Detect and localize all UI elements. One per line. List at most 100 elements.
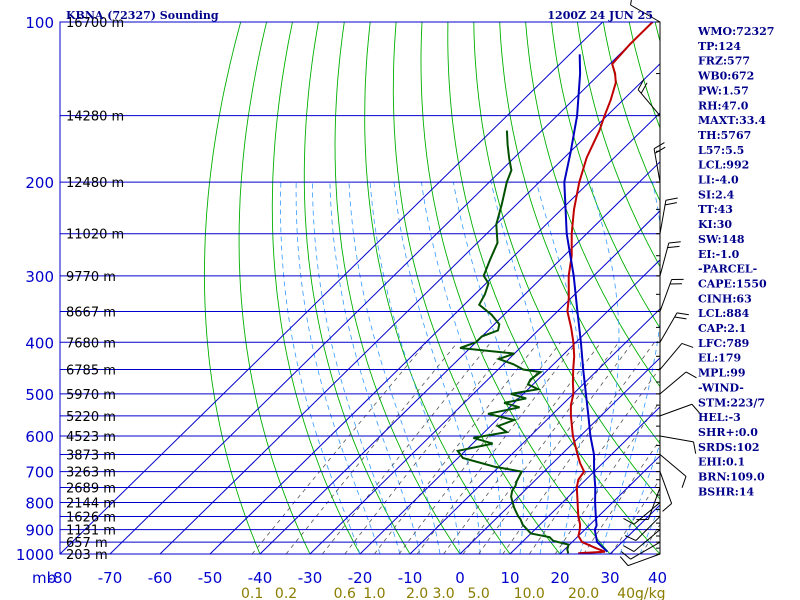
height-label: 2689 m (66, 482, 116, 497)
mixing-ratio-label: 1.0 (363, 586, 385, 600)
sounding-index: CINH:63 (698, 292, 752, 305)
sounding-index: SRDS:102 (698, 441, 760, 454)
temperature-profile (566, 22, 654, 554)
sounding-index: LI:-4.0 (698, 174, 739, 187)
dry-adiabat (364, 22, 511, 554)
pressure-label: 800 (25, 494, 54, 512)
sounding-index: BSHR:14 (698, 485, 754, 498)
wind-barb (659, 342, 694, 370)
pressure-unit-label: mb (32, 569, 56, 587)
wind-barb (620, 541, 661, 560)
pressure-label: 200 (25, 174, 54, 192)
moist-adiabat (295, 182, 381, 554)
dry-adiabat (203, 22, 261, 554)
sounding-index: BRN:109.0 (698, 471, 765, 484)
height-label: 12480 m (66, 176, 124, 191)
sounding-index: CAPE:1550 (698, 277, 767, 290)
sounding-index: HEL:-3 (698, 411, 741, 424)
temperature-tick-label: 20 (550, 569, 569, 587)
moist-adiabat (280, 182, 361, 554)
pressure-label: 400 (25, 334, 54, 352)
height-label: 1626 m (66, 510, 116, 525)
sounding-index: RH:47.0 (698, 99, 749, 112)
isotherm (559, 455, 660, 554)
isotherm (109, 22, 653, 554)
moist-adiabat (312, 182, 401, 554)
mixing-ratio-label: 0.6 (334, 586, 356, 600)
sounding-index: WMO:72327 (697, 25, 774, 38)
dry-adiabat (473, 22, 660, 500)
pressure-label: 900 (25, 522, 54, 540)
sounding-index: -PARCEL- (698, 263, 757, 276)
sounding-index: L57:5.5 (698, 144, 744, 157)
wind-barb (659, 278, 684, 312)
mixing-ratio-label: 10.0 (514, 586, 545, 600)
sounding-index: FRZ:577 (698, 55, 750, 68)
wind-barb (636, 487, 661, 521)
sounding-index: EI:-1.0 (698, 248, 740, 261)
wind-barb (623, 502, 661, 525)
mixing-ratio-line (478, 342, 634, 554)
pressure-label: 500 (25, 386, 54, 404)
pressure-label: 600 (25, 428, 54, 446)
temperature-tick-label: -10 (398, 569, 423, 587)
mixing-ratio-label: 20.0 (568, 586, 599, 600)
height-label: 3873 m (66, 448, 116, 463)
sounding-index: PW:1.57 (698, 84, 749, 97)
moist-adiabat (329, 182, 421, 554)
mixing-ratio-line (374, 342, 539, 554)
wind-barb (659, 371, 697, 395)
mixing-ratio-label: 3.0 (432, 586, 454, 600)
dry-adiabat (392, 22, 561, 554)
dry-adiabat (525, 22, 660, 388)
wind-barb (659, 241, 681, 276)
temperature-tick-label: -30 (298, 569, 323, 587)
mixing-ratio-label: 2.0 (406, 586, 428, 600)
sounding-index: TT:43 (698, 203, 733, 216)
dry-adiabat (271, 22, 361, 554)
height-label: 1131 m (66, 524, 116, 539)
height-label: 3263 m (66, 466, 116, 481)
sounding-index: -WIND- (698, 381, 744, 394)
temperature-tick-label: -60 (148, 569, 173, 587)
sounding-index: TP:124 (698, 40, 741, 53)
dry-adiabat (499, 22, 660, 445)
data-layer (455, 22, 654, 554)
mixing-ratio-label: 40g/kg (617, 586, 665, 600)
mixing-ratio-label: 5.0 (467, 586, 489, 600)
height-label: 16700 m (66, 16, 124, 31)
sounding-index: LCL:992 (698, 159, 749, 172)
dry-adiabat (334, 22, 461, 554)
height-label: 6785 m (66, 364, 116, 379)
sounding-index: SW:148 (698, 233, 745, 246)
pressure-label: 1000 (16, 546, 54, 564)
sounding-index: LFC:789 (698, 337, 749, 350)
dry-adiabat (303, 22, 411, 554)
sounding-index: TH:5767 (698, 129, 751, 142)
mixing-ratio-line (322, 342, 492, 554)
mixing-ratio-line (416, 342, 578, 554)
mixing-ratio-label: 0.2 (275, 586, 297, 600)
isotherm (309, 210, 660, 554)
temperature-tick-label: -50 (198, 569, 223, 587)
height-label: 8667 m (66, 305, 116, 320)
dewpoint-profile (455, 130, 570, 554)
height-label: 5220 m (66, 410, 116, 425)
pressure-label: 700 (25, 464, 54, 482)
isotherm (209, 112, 660, 554)
sounding-index: WB0:672 (697, 70, 754, 83)
dry-adiabat (576, 22, 660, 268)
temperature-tick-label: -70 (98, 569, 123, 587)
wind-barb (637, 78, 661, 117)
moist-adiabat (599, 182, 660, 554)
isotherm (60, 22, 603, 554)
pressure-label: 300 (25, 268, 54, 286)
mixing-ratio-label: 0.1 (241, 586, 263, 600)
height-label: 14280 m (66, 110, 124, 125)
dry-adiabat (780, 10, 800, 565)
temperature-tick-label: 10 (500, 569, 519, 587)
wind-barb (659, 197, 678, 234)
isotherm (509, 406, 660, 554)
